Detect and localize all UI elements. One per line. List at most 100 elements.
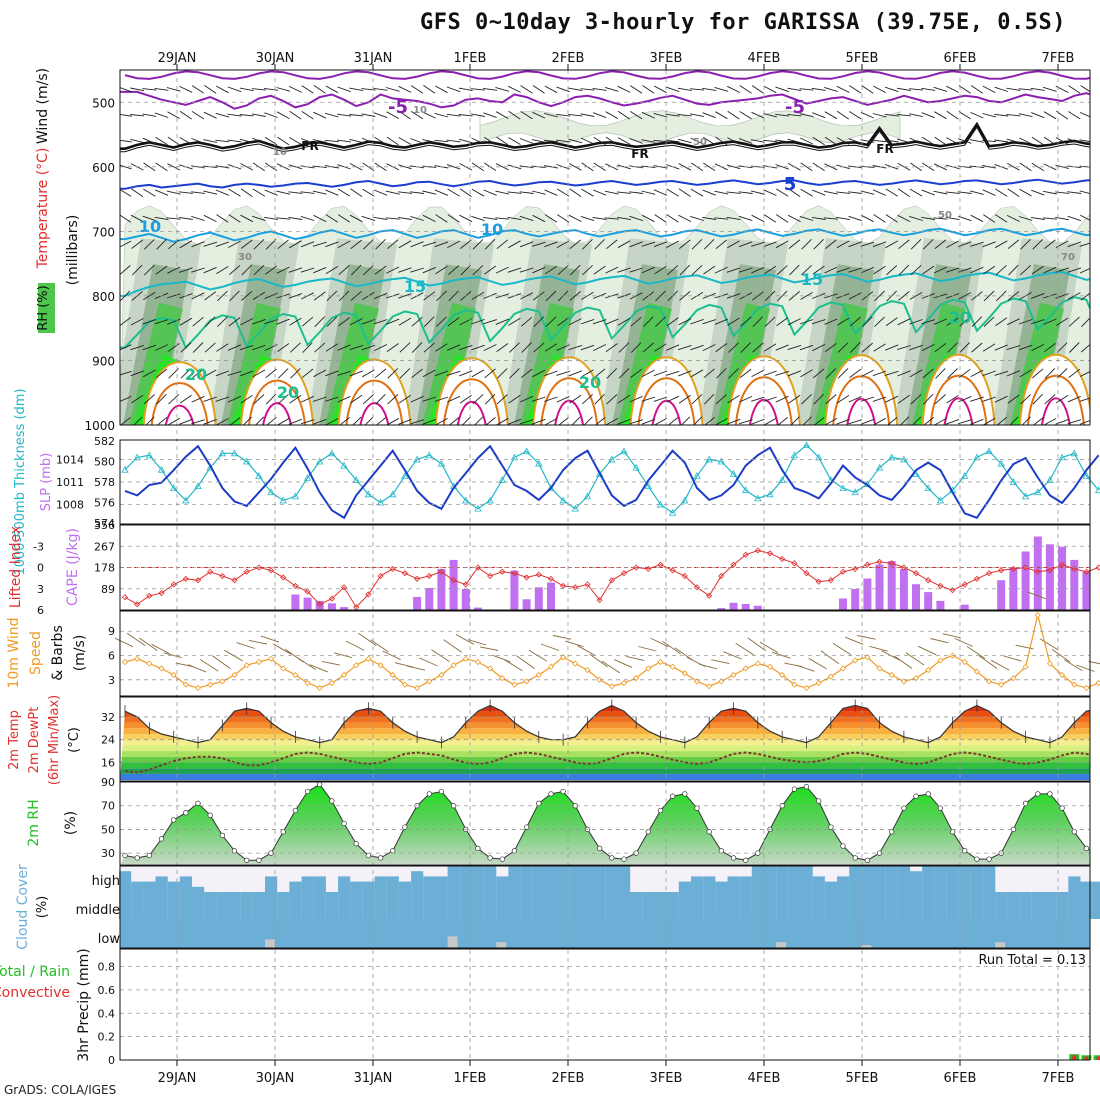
wind-barb	[677, 344, 692, 351]
wind-speed-point	[742, 665, 749, 672]
wind-barb	[544, 370, 558, 377]
wind-barb	[884, 370, 899, 376]
wind-barb	[982, 370, 996, 377]
wind-speed-point	[572, 660, 579, 667]
pressure-tick-label: 1000	[84, 419, 115, 433]
wind-barb	[885, 344, 899, 351]
wind-barb	[423, 291, 436, 301]
wind-barb	[276, 190, 291, 195]
wind-barb-10m	[954, 637, 973, 647]
wind-barb	[544, 85, 558, 94]
thickness-point	[1082, 472, 1091, 479]
wind-barb	[191, 138, 205, 144]
cloud-middle-bar	[642, 892, 655, 919]
cloud-middle-bar	[678, 892, 691, 919]
wind-barb-10m	[893, 655, 913, 669]
wind-barb	[520, 395, 534, 403]
rh-point	[803, 784, 810, 790]
wind-barb	[167, 318, 181, 325]
precip-convective-bar	[1072, 1055, 1077, 1060]
wind-barb	[641, 214, 655, 223]
wind-barb	[398, 317, 412, 326]
wind-barb-10m	[820, 650, 840, 665]
cloud-middle-bar	[800, 892, 813, 919]
wind-barb	[240, 214, 254, 223]
wind-barb	[519, 419, 534, 425]
thickness-point	[583, 492, 592, 500]
wind-barb	[155, 265, 168, 275]
wind-barb-10m	[212, 655, 231, 669]
thickness-point	[413, 455, 421, 463]
wind-barb	[531, 396, 546, 402]
wind-barb	[288, 85, 302, 93]
wind-barb	[582, 238, 593, 250]
thickness-point	[754, 494, 762, 502]
wind-barb	[874, 316, 885, 327]
wind-barb	[690, 113, 704, 118]
wind-barb	[521, 316, 533, 327]
cloud-middle-bar	[849, 892, 862, 919]
wind-barb	[1031, 162, 1044, 171]
wind-barb	[337, 240, 351, 248]
wind-barb	[812, 265, 825, 275]
wind-barb	[544, 241, 558, 248]
wind-barb	[1019, 369, 1032, 378]
lifted-index-point	[328, 595, 335, 602]
wind-tick-label: 6	[108, 650, 115, 663]
wind-barb	[544, 343, 558, 352]
wind-barb	[312, 190, 327, 195]
wind-barb	[544, 189, 558, 196]
rh-plume	[520, 302, 574, 425]
wind-barb	[434, 112, 449, 118]
cloud-high-bar	[605, 866, 618, 892]
wind-barb	[533, 342, 545, 353]
wind-barb	[337, 395, 351, 403]
isotherm-freezing-double	[120, 126, 1090, 153]
wind-barb	[483, 112, 497, 119]
cloud-middle-bar	[471, 892, 485, 919]
wind-barb	[519, 138, 534, 144]
wind-barb	[168, 368, 179, 379]
lifted-index-point	[1095, 564, 1100, 571]
wind-barb	[703, 162, 716, 171]
wind-barb	[460, 264, 471, 276]
wind-barb	[750, 139, 765, 143]
wind-barb-10m	[272, 643, 292, 655]
wind-barb	[933, 163, 947, 171]
wind-barb	[300, 419, 315, 425]
wind-barb	[677, 87, 692, 92]
wind-barb	[836, 317, 850, 326]
wind-barb	[872, 370, 887, 377]
cloud-middle-bar	[204, 892, 217, 919]
date-label-top: 30JAN	[256, 51, 295, 66]
wind-barb	[1007, 291, 1020, 301]
isotherm-15	[120, 270, 1090, 297]
wind-barb	[604, 86, 619, 92]
cape-bar	[924, 592, 933, 610]
wind-barb	[994, 370, 1009, 376]
cloud-high-bar	[119, 871, 132, 892]
cloud-high-bar	[545, 866, 558, 892]
wind-barb	[1080, 85, 1090, 93]
wind-barb	[1044, 239, 1056, 249]
wind-barb	[592, 189, 607, 196]
wind-barb-10m	[699, 663, 718, 670]
temp-band	[120, 711, 1090, 717]
wind-barb	[435, 418, 448, 425]
wind-barb	[787, 138, 802, 144]
wind-barb	[203, 241, 218, 247]
wind-barb	[641, 139, 656, 143]
wind-barb	[653, 241, 668, 248]
dewpoint-line	[124, 751, 1090, 774]
wind-barb	[666, 344, 680, 351]
thickness-point	[705, 455, 713, 463]
wind-barb	[507, 267, 522, 273]
wind-barb	[630, 368, 642, 378]
wind-barb	[179, 137, 193, 145]
wind-barb	[801, 238, 812, 250]
wind-barb	[532, 369, 546, 378]
isotherm-core	[142, 361, 217, 425]
wind-barb	[922, 136, 935, 146]
wind-barb	[374, 265, 387, 275]
